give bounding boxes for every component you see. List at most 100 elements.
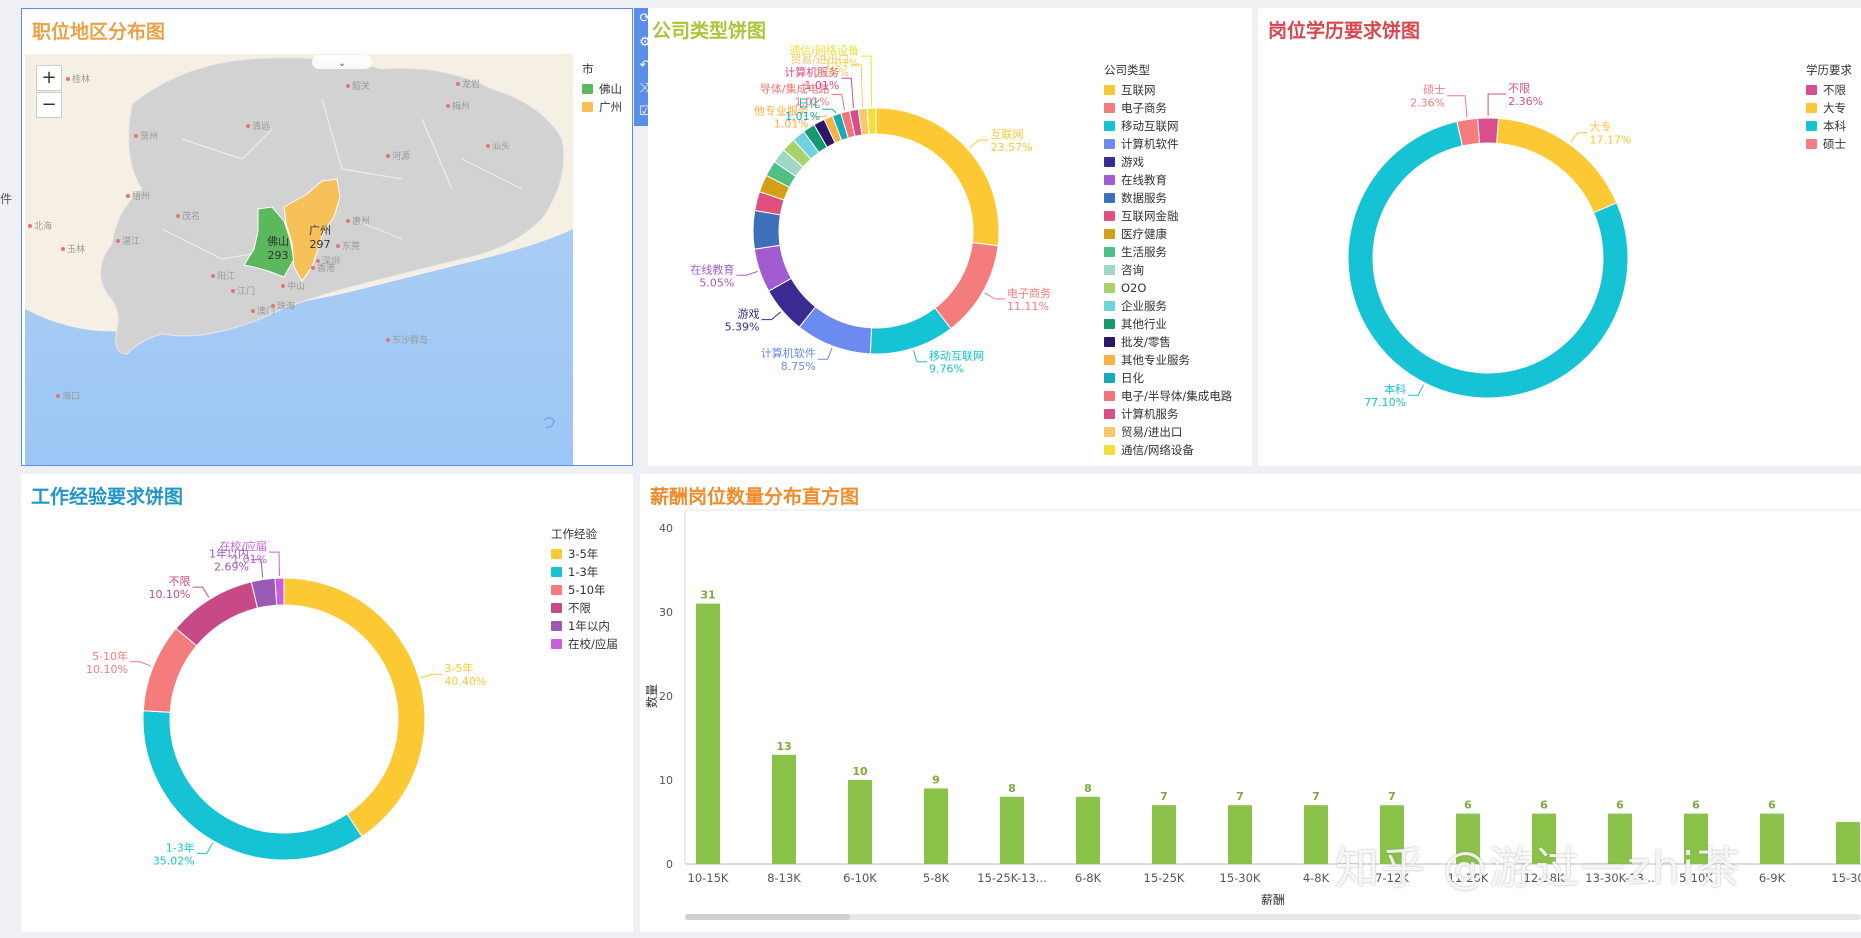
education-legend-item-2[interactable]: 大专 (1806, 99, 1852, 117)
bar-15-25k-6[interactable] (1152, 805, 1176, 864)
foshan-value: 293 (268, 249, 289, 262)
bar-5-10k-13[interactable] (1684, 813, 1708, 864)
bar-6-8k-5[interactable] (1076, 796, 1100, 864)
education-label-name-1: 不限 (1508, 82, 1530, 95)
education-slice-3[interactable] (1347, 120, 1629, 399)
company-legend-item-6[interactable]: 在线教育 (1104, 171, 1232, 189)
company-legend-item-2[interactable]: 电子商务 (1104, 99, 1232, 117)
experience-legend-label: 在校/应届 (568, 637, 618, 651)
company-legend-item-5[interactable]: 游戏 (1104, 153, 1232, 171)
x-scrollbar[interactable] (685, 914, 1861, 920)
bar-15-30k-7[interactable] (1228, 805, 1252, 864)
company-legend-item-20[interactable]: 贸易/进出口 (1104, 423, 1232, 441)
experience-legend-item-3[interactable]: 5-10年 (551, 581, 618, 599)
legend-item-guangzhou[interactable]: 广州 (582, 98, 622, 116)
education-slice-1[interactable] (1477, 117, 1500, 144)
education-slice-4[interactable] (1456, 117, 1481, 147)
bar-15-25k-13-4[interactable] (1000, 796, 1024, 864)
experience-slice-6[interactable] (274, 577, 285, 606)
company-legend-item-7[interactable]: 数据服务 (1104, 189, 1232, 207)
bar-12-18k-11[interactable] (1532, 813, 1556, 864)
region-guangzhou[interactable] (283, 178, 341, 282)
experience-legend-item-1[interactable]: 3-5年 (551, 545, 618, 563)
company-legend-item-16[interactable]: 其他专业服务 (1104, 351, 1232, 369)
company-legend-item-18[interactable]: 电子/半导体/集成电路 (1104, 387, 1232, 405)
company-legend-item-21[interactable]: 通信/网络设备 (1104, 441, 1232, 459)
shuffle-icon[interactable]: ⤨ (639, 81, 651, 96)
education-legend-item-4[interactable]: 硕士 (1806, 135, 1852, 153)
company-leader-17 (822, 108, 837, 113)
company-legend-item-13[interactable]: 企业服务 (1104, 297, 1232, 315)
region-foshan[interactable] (243, 206, 295, 278)
experience-slice-3[interactable] (142, 627, 198, 713)
x-tick-label-7: 15-30K (1220, 871, 1261, 885)
bar-13-30k-13-12[interactable] (1608, 813, 1632, 864)
legend-item-foshan[interactable]: 佛山 (582, 80, 622, 98)
experience-legend-item-5[interactable]: 1年以内 (551, 617, 618, 635)
company-legend-item-9[interactable]: 医疗健康 (1104, 225, 1232, 243)
x-tick-label-13: 5-10K (1679, 871, 1713, 885)
map-collapse-tab[interactable] (312, 55, 372, 69)
bar-6-9k-14[interactable] (1760, 813, 1784, 864)
company-legend-label: 移动互联网 (1121, 119, 1179, 133)
experience-slice-1[interactable] (283, 577, 426, 838)
bar-7-12k-9[interactable] (1380, 805, 1404, 864)
experience-slice-2[interactable] (142, 710, 363, 861)
company-label-pct-5: 5.39% (725, 321, 760, 334)
bar-8-13k-1[interactable] (772, 754, 796, 864)
company-legend-title: 公司类型 (1104, 63, 1150, 77)
lasso-icon[interactable]: ⟳ (639, 11, 651, 26)
undo-icon[interactable]: ↶ (639, 58, 651, 73)
experience-legend-swatch (551, 585, 562, 595)
watermark: 知乎 @游过一zhi茶 (1335, 843, 1743, 894)
bar-15-30-15[interactable] (1836, 822, 1860, 864)
company-legend-item-4[interactable]: 计算机软件 (1104, 135, 1232, 153)
education-label-pct-4: 2.36% (1410, 97, 1445, 110)
company-legend-label: 生活服务 (1121, 245, 1167, 259)
company-legend-swatch (1104, 301, 1115, 311)
bar-11-20k-10[interactable] (1456, 813, 1480, 864)
y-tick-label-0: 0 (666, 858, 673, 871)
company-legend-item-12[interactable]: O2O (1104, 279, 1232, 297)
experience-legend-swatch (551, 639, 562, 649)
company-slice-1[interactable] (875, 107, 1000, 247)
experience-legend-item-6[interactable]: 在校/应届 (551, 635, 618, 653)
experience-legend-swatch (551, 567, 562, 577)
place-dot (211, 274, 215, 278)
company-legend-item-17[interactable]: 日化 (1104, 369, 1232, 387)
bar-6-10k-2[interactable] (848, 780, 872, 864)
place-label-7: 东沙群岛 (392, 334, 428, 346)
company-legend-item-8[interactable]: 互联网金融 (1104, 207, 1232, 225)
company-legend-item-1[interactable]: 互联网 (1104, 81, 1232, 99)
company-legend-item-19[interactable]: 计算机服务 (1104, 405, 1232, 423)
education-legend-item-3[interactable]: 本科 (1806, 117, 1852, 135)
education-legend: 学历要求 不限 大专 本科 硕士 (1806, 62, 1852, 153)
bar-4-8k-8[interactable] (1304, 805, 1328, 864)
bar-10-15k-0[interactable] (696, 603, 720, 864)
company-label-pct-19: 1.01% (804, 79, 839, 92)
company-legend-item-11[interactable]: 咨询 (1104, 261, 1232, 279)
company-legend-item-3[interactable]: 移动互联网 (1104, 117, 1232, 135)
company-slice-21[interactable] (866, 107, 877, 135)
experience-legend-item-2[interactable]: 1-3年 (551, 563, 618, 581)
company-slice-2[interactable] (934, 242, 999, 330)
company-label-pct-2: 11.11% (1007, 300, 1049, 313)
company-legend-swatch (1104, 427, 1115, 437)
zoom-out-button[interactable]: − (36, 92, 62, 118)
company-slice-7[interactable] (752, 209, 781, 250)
zoom-in-button[interactable]: + (36, 65, 62, 91)
settings-icon[interactable]: ⚙ (639, 35, 651, 50)
company-legend-item-10[interactable]: 生活服务 (1104, 243, 1232, 261)
education-legend-item-1[interactable]: 不限 (1806, 81, 1852, 99)
company-legend-item-14[interactable]: 其他行业 (1104, 315, 1232, 333)
x-scroll-thumb[interactable] (685, 914, 850, 920)
company-legend-item-15[interactable]: 批发/零售 (1104, 333, 1232, 351)
experience-legend-item-4[interactable]: 不限 (551, 599, 618, 617)
company-slice-3[interactable] (869, 307, 952, 355)
experience-leader-1 (420, 673, 443, 679)
checkbox-icon[interactable]: ☑ (639, 104, 651, 119)
bar-5-8k-3[interactable] (924, 788, 948, 864)
